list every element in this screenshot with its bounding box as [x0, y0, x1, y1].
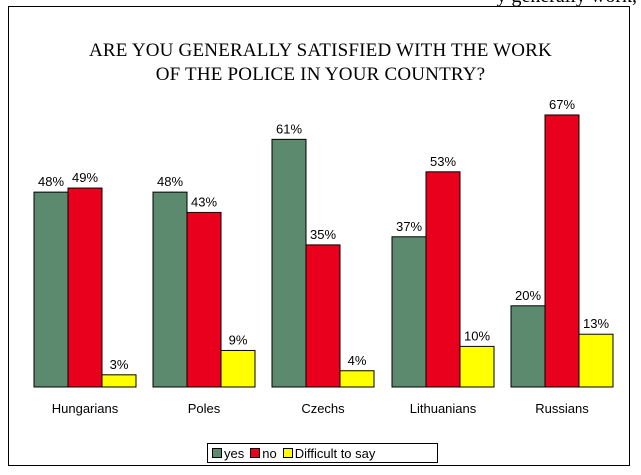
legend-label-difficult: Difficult to say [295, 446, 376, 461]
bar-hungarians-no [68, 188, 102, 387]
bar-poles-yes [153, 192, 187, 387]
bar-russians-yes [511, 306, 545, 387]
legend-label-yes: yes [224, 446, 244, 461]
bar-lithuanians-no [426, 172, 460, 387]
bar-hungarians-yes [34, 192, 68, 387]
data-label-hungarians-difficult-to-say: 3% [110, 357, 129, 372]
bar-poles-no [187, 212, 221, 387]
data-label-poles-no: 43% [191, 194, 217, 209]
bar-czechs-no [306, 245, 340, 387]
legend-swatch-difficult [283, 448, 293, 458]
category-label-russians: Russians [535, 401, 589, 416]
legend-item-difficult: Difficult to say [283, 446, 376, 461]
legend-item-yes: yes [212, 446, 244, 461]
category-label-poles: Poles [188, 401, 221, 416]
data-label-czechs-difficult-to-say: 4% [348, 353, 367, 368]
data-label-lithuanians-yes: 37% [396, 219, 422, 234]
bar-russians-no [545, 115, 579, 387]
legend-item-no: no [250, 446, 276, 461]
bar-hungarians-difficult-to-say [102, 375, 136, 387]
category-label-czechs: Czechs [301, 401, 345, 416]
data-label-lithuanians-no: 53% [430, 154, 456, 169]
legend-swatch-no [250, 448, 260, 458]
data-label-russians-difficult-to-say: 13% [583, 316, 609, 331]
category-label-hungarians: Hungarians [52, 401, 119, 416]
legend-label-no: no [262, 446, 276, 461]
legend-swatch-yes [212, 448, 222, 458]
data-label-czechs-no: 35% [310, 227, 336, 242]
bar-poles-difficult-to-say [221, 350, 255, 387]
bar-lithuanians-yes [392, 237, 426, 387]
category-label-lithuanians: Lithuanians [410, 401, 477, 416]
bar-czechs-yes [272, 139, 306, 387]
data-label-poles-yes: 48% [157, 174, 183, 189]
chart-legend: yes no Difficult to say [207, 443, 438, 463]
data-label-russians-no: 67% [549, 97, 575, 112]
data-label-czechs-yes: 61% [276, 121, 302, 136]
data-label-poles-difficult-to-say: 9% [229, 332, 248, 347]
data-label-hungarians-yes: 48% [38, 174, 64, 189]
bar-russians-difficult-to-say [579, 334, 613, 387]
data-label-hungarians-no: 49% [72, 170, 98, 185]
bar-czechs-difficult-to-say [340, 371, 374, 387]
data-label-russians-yes: 20% [515, 288, 541, 303]
bar-lithuanians-difficult-to-say [460, 346, 494, 387]
data-label-lithuanians-difficult-to-say: 10% [464, 328, 490, 343]
